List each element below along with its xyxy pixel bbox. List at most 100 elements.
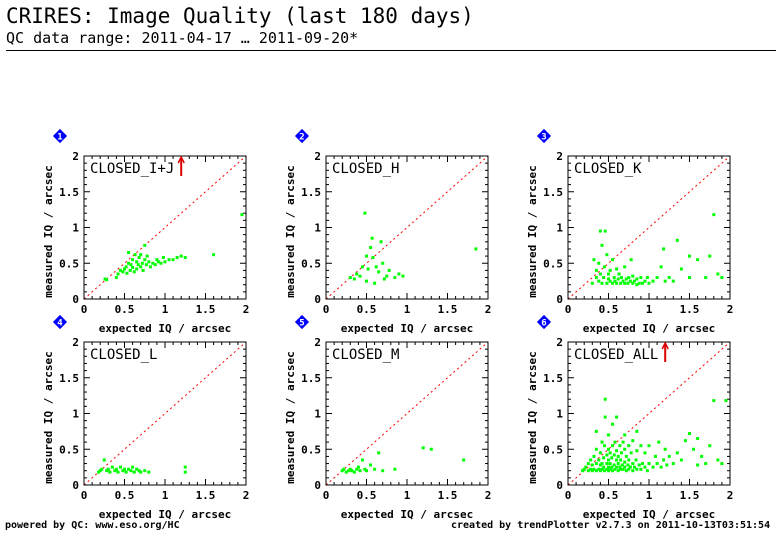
data-point [602, 444, 606, 448]
data-point [626, 281, 630, 285]
data-point [619, 458, 623, 462]
data-point [663, 279, 667, 283]
data-point [393, 467, 397, 471]
data-point [716, 458, 720, 462]
data-point [724, 399, 728, 403]
panel-badge-icon [294, 128, 310, 144]
y-tick-label: 1 [556, 408, 563, 421]
data-point [611, 444, 615, 448]
page-title: CRIRES: Image Quality (last 180 days) [6, 4, 474, 28]
reference-line [84, 156, 246, 299]
data-point [429, 447, 433, 451]
data-point [616, 462, 620, 466]
data-point [116, 272, 120, 276]
data-point [712, 399, 716, 403]
data-point [628, 279, 632, 283]
data-point [360, 458, 364, 462]
reference-line [568, 156, 730, 299]
data-point [639, 444, 643, 448]
y-tick-label: 0.5 [301, 257, 321, 270]
data-point [385, 274, 389, 278]
data-point [607, 447, 610, 451]
y-tick-label: 1 [314, 222, 321, 235]
y-tick-label: 0 [72, 479, 79, 492]
data-point [623, 447, 627, 451]
x-tick-label: 0.5 [115, 303, 135, 316]
data-point [607, 277, 610, 281]
panel-badge-number: 6 [541, 319, 546, 329]
y-tick-label: 2 [556, 150, 563, 163]
data-point [645, 276, 649, 280]
data-point [602, 456, 606, 460]
data-point [623, 281, 627, 285]
y-tick-label: 1.5 [59, 372, 79, 385]
y-axis-label: measured IQ / arcsec [526, 351, 539, 483]
data-point [377, 270, 381, 274]
data-point [584, 465, 588, 469]
x-axis-label: expected IQ / arcsec [583, 322, 715, 335]
data-point [129, 263, 133, 267]
data-point [608, 467, 612, 471]
data-point [629, 258, 633, 262]
data-point [639, 467, 643, 471]
data-point [632, 279, 636, 283]
data-point [127, 251, 131, 255]
data-point [623, 433, 627, 437]
data-point [616, 277, 620, 281]
data-point [628, 465, 632, 469]
data-point [716, 272, 720, 276]
data-point [144, 263, 148, 267]
data-point [635, 283, 639, 287]
data-point [155, 258, 159, 262]
data-point [582, 467, 586, 471]
data-point [589, 467, 593, 471]
data-point [616, 469, 620, 473]
y-tick-label: 1.5 [301, 186, 321, 199]
data-point [647, 444, 651, 448]
data-point [108, 470, 112, 474]
data-point [125, 271, 129, 275]
data-point [171, 258, 175, 262]
data-point [643, 279, 647, 283]
data-point [374, 265, 378, 269]
data-point [143, 469, 147, 473]
data-point [659, 265, 663, 269]
reference-line [568, 342, 730, 485]
data-point [607, 469, 610, 473]
plot-frame [83, 341, 247, 486]
data-point [355, 272, 359, 276]
x-tick-label: 0.5 [599, 303, 619, 316]
data-point [671, 462, 675, 466]
data-point [401, 274, 405, 278]
data-point [393, 276, 397, 280]
data-point [143, 243, 147, 247]
data-point [600, 243, 604, 247]
data-point [696, 437, 700, 441]
data-point [692, 447, 696, 451]
data-point [602, 276, 606, 280]
y-axis-label: measured IQ / arcsec [284, 351, 297, 483]
data-point [619, 467, 623, 471]
page-subtitle: QC data range: 2011-04-17 … 2011-09-20* [6, 29, 359, 47]
data-point [615, 449, 619, 453]
data-point [619, 281, 623, 285]
data-point [124, 470, 128, 474]
chart-panel-6: 0 0.5 1 1.5 2 0 0.5 1 1.5 2 expected IQ / arcsec me… [526, 314, 733, 521]
x-tick-label: 1.5 [196, 303, 216, 316]
y-tick-label: 0.5 [543, 257, 563, 270]
data-point [618, 465, 622, 469]
data-point [610, 465, 614, 469]
y-tick-label: 1.5 [543, 186, 563, 199]
data-point [667, 454, 671, 458]
data-point [598, 272, 602, 276]
y-tick-label: 2 [72, 150, 79, 163]
data-point [688, 254, 691, 258]
data-point [637, 281, 641, 285]
data-point [592, 258, 596, 262]
data-point [355, 467, 359, 471]
data-point [148, 265, 152, 269]
data-point [131, 465, 135, 469]
data-point [590, 281, 594, 285]
data-point [98, 469, 102, 473]
data-point [605, 281, 609, 285]
